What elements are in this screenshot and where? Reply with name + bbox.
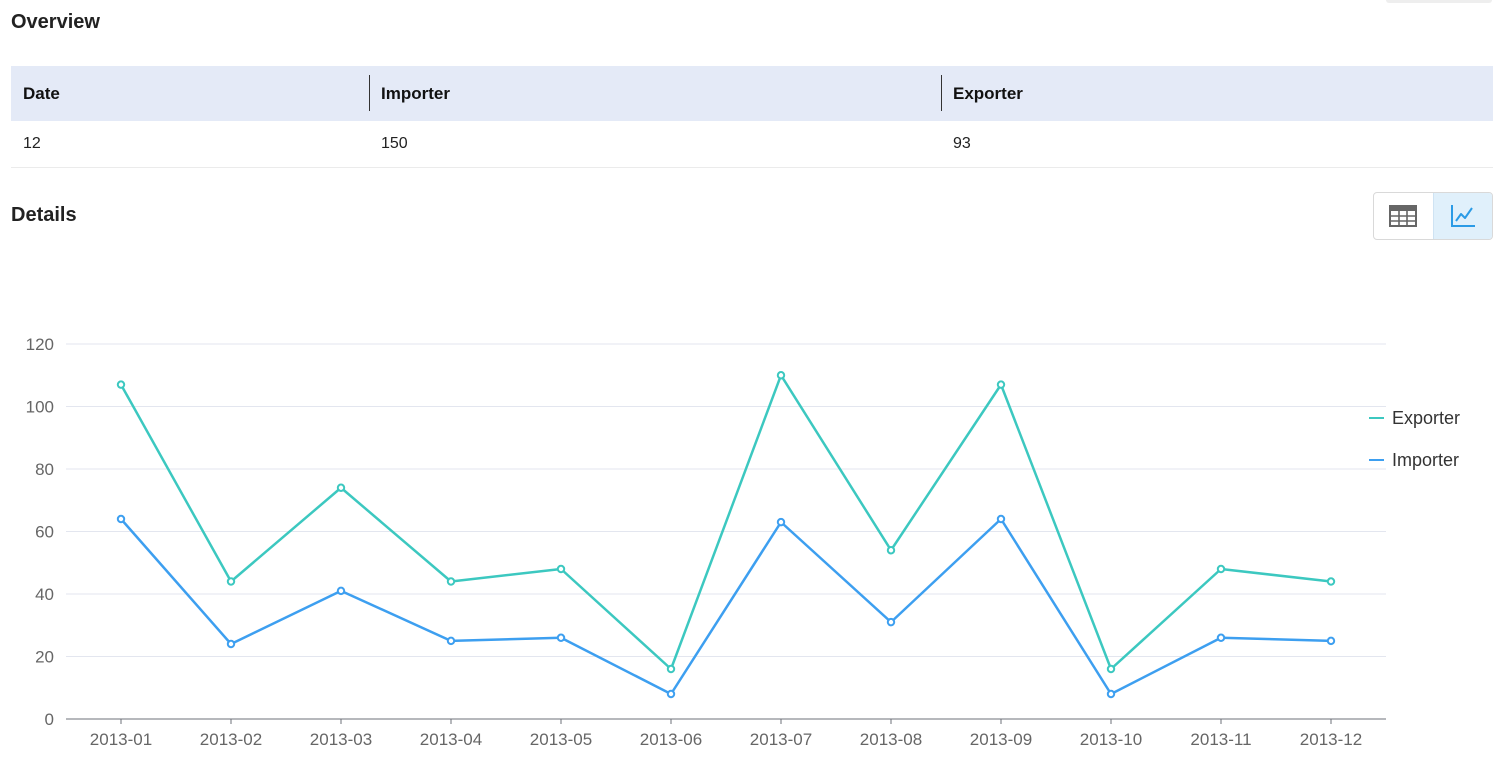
importer-data-point[interactable]: [666, 689, 676, 699]
importer-data-point[interactable]: [556, 633, 566, 642]
line-chart-icon: [1450, 205, 1475, 227]
table-row: 12 150 93: [11, 121, 1493, 168]
exporter-data-point[interactable]: [116, 380, 126, 389]
x-tick-label: 2013-07: [750, 730, 812, 749]
x-tick-label: 2013-03: [310, 730, 372, 749]
exporter-data-point[interactable]: [886, 546, 896, 555]
exporter-data-point[interactable]: [996, 380, 1006, 389]
y-tick-label: 120: [26, 335, 54, 354]
top-edge-shadow: [1386, 0, 1492, 3]
exporter-data-point[interactable]: [1326, 577, 1336, 586]
x-tick-label: 2013-01: [90, 730, 152, 749]
x-tick-label: 2013-08: [860, 730, 922, 749]
cell-date: 12: [11, 121, 369, 168]
x-tick-label: 2013-09: [970, 730, 1032, 749]
exporter-data-point[interactable]: [1106, 664, 1116, 674]
exporter-data-point[interactable]: [336, 483, 346, 492]
exporter-series-line: [119, 374, 1332, 671]
y-tick-label: 60: [35, 523, 54, 542]
importer-data-point[interactable]: [226, 639, 236, 649]
legend-item-exporter[interactable]: Exporter: [1369, 408, 1460, 428]
x-tick-label: 2013-04: [420, 730, 482, 749]
details-title: Details: [11, 204, 77, 226]
importer-series-line: [120, 517, 1332, 696]
x-tick-label: 2013-10: [1080, 730, 1142, 749]
importer-data-point[interactable]: [446, 636, 456, 646]
y-tick-label: 100: [26, 398, 54, 417]
overview-table: Date Importer Exporter 12 150 93: [11, 66, 1493, 168]
exporter-data-point[interactable]: [446, 577, 456, 586]
y-tick-label: 40: [35, 585, 54, 604]
importer-data-point[interactable]: [996, 514, 1006, 524]
table-view-button[interactable]: [1374, 193, 1433, 239]
importer-data-point[interactable]: [336, 586, 346, 596]
x-tick-label: 2013-12: [1300, 730, 1362, 749]
cell-importer: 150: [369, 121, 941, 168]
legend-item-importer[interactable]: Importer: [1369, 450, 1459, 470]
view-toggle: [1373, 192, 1493, 240]
legend-label: Importer: [1392, 450, 1459, 470]
x-tick-label: 2013-11: [1190, 730, 1251, 749]
y-tick-label: 20: [35, 648, 54, 667]
importer-data-point[interactable]: [1106, 689, 1116, 699]
importer-data-point[interactable]: [886, 617, 896, 627]
x-tick-label: 2013-05: [530, 730, 592, 749]
exporter-data-point[interactable]: [226, 577, 236, 586]
importer-data-point[interactable]: [1216, 633, 1226, 642]
x-tick-label: 2013-06: [640, 730, 702, 749]
line-chart: 0 20 40 60 80 100 120 2013-01 2013-02 2013-03 2013…: [0, 300, 1498, 777]
chart-view-button[interactable]: [1432, 193, 1492, 239]
header-importer: Importer: [369, 66, 941, 121]
header-exporter: Exporter: [941, 66, 1493, 121]
importer-data-point[interactable]: [1326, 636, 1336, 646]
exporter-data-point[interactable]: [556, 564, 566, 574]
exporter-data-point[interactable]: [666, 664, 676, 674]
header-date: Date: [11, 66, 369, 121]
overview-title: Overview: [11, 11, 100, 33]
y-tick-label: 0: [45, 710, 54, 729]
cell-exporter: 93: [941, 121, 1493, 168]
line-chart-svg: 0 20 40 60 80 100 120 2013-01 2013-02 2013-03 2013…: [26, 335, 1460, 749]
overview-header-row: Date Importer Exporter: [11, 66, 1493, 121]
exporter-data-point[interactable]: [776, 371, 786, 380]
legend-label: Exporter: [1392, 408, 1460, 428]
x-tick-label: 2013-02: [200, 730, 262, 749]
exporter-data-point[interactable]: [1216, 564, 1226, 574]
importer-data-point[interactable]: [776, 517, 786, 527]
table-icon: [1389, 205, 1418, 227]
y-tick-label: 80: [35, 460, 54, 479]
importer-data-point[interactable]: [116, 514, 126, 524]
